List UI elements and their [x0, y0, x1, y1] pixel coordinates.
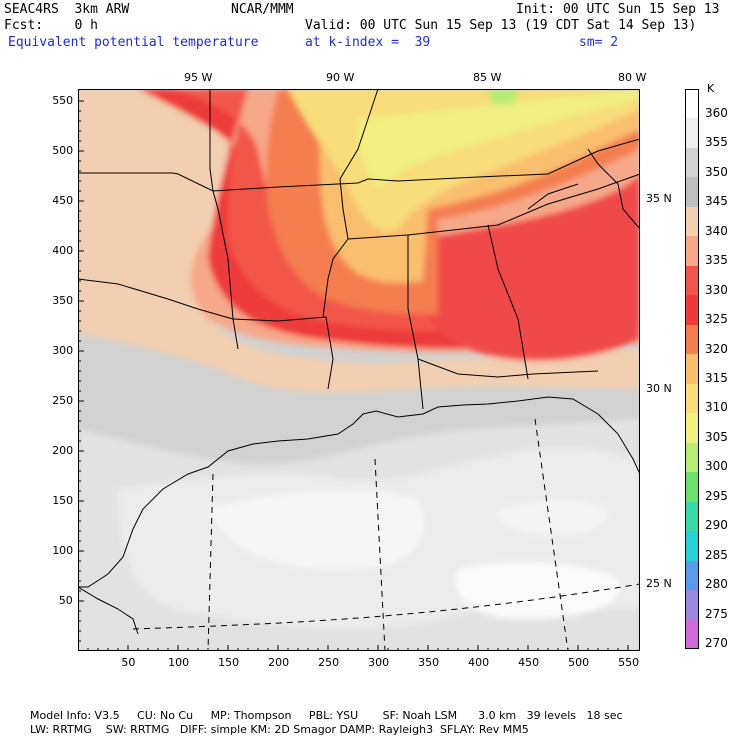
model-title: SEAC4RS 3km ARW [4, 2, 130, 17]
legend-swatch [685, 560, 699, 591]
field-region [357, 89, 640, 189]
y-tick-label: 400 [52, 244, 74, 257]
legend-label: 290 [705, 518, 728, 533]
y-tick-label: 50 [58, 594, 73, 607]
x-tick-label: 150 [218, 656, 240, 669]
field-region [208, 490, 425, 570]
y-tick-label: 500 [52, 144, 74, 157]
longitude-label: 95 W [184, 71, 213, 84]
legend-swatch [685, 206, 699, 237]
legend-label: 275 [705, 606, 728, 621]
y-tick-label: 450 [52, 194, 74, 207]
init-time: Init: 00 UTC Sun 15 Sep 13 [516, 2, 720, 17]
legend-swatch [685, 501, 699, 532]
legend-swatch [685, 236, 699, 266]
x-tick-label: 100 [168, 656, 190, 669]
x-tick-label: 500 [568, 656, 590, 669]
legend-swatch [685, 147, 699, 178]
level-label: at k-index = 39 [305, 35, 431, 50]
latitude-label: 25 N [646, 577, 672, 590]
legend-label: 310 [705, 400, 728, 415]
x-tick-label: 550 [618, 656, 640, 669]
field-region [78, 89, 640, 393]
legend-label: 355 [705, 135, 728, 150]
organization-label: NCAR/MMM [231, 2, 294, 17]
state-boundaries [78, 89, 640, 410]
y-tick-label: 300 [52, 344, 74, 357]
y-tick-label: 200 [52, 444, 74, 457]
legend-label: 330 [705, 282, 728, 297]
coastline [78, 586, 139, 635]
legend-label: 320 [705, 341, 728, 356]
x-tick-label: 350 [418, 656, 440, 669]
legend-swatch [685, 619, 699, 649]
legend-swatch [685, 265, 699, 296]
legend-label: 305 [705, 429, 728, 444]
smoothing-label: sm= 2 [579, 35, 619, 50]
theta-e-map [78, 89, 640, 651]
coastline [78, 396, 640, 588]
field-region [414, 169, 640, 361]
legend-swatch [685, 383, 699, 414]
latitude-label: 30 N [646, 382, 672, 395]
legend-label: 315 [705, 371, 728, 385]
legend-swatch [685, 89, 699, 119]
longitude-label: 80 W [618, 71, 647, 84]
legend-swatch [685, 590, 699, 620]
legend-swatch [685, 295, 699, 325]
y-tick-label: 350 [52, 294, 74, 307]
legend-swatch [685, 413, 699, 443]
graticule [132, 418, 640, 651]
legend-swatch [685, 324, 699, 355]
longitude-label: 85 W [473, 71, 502, 84]
color-legend: K 360 355 350 345 340 335 330 325 320 315 310 305 30… [685, 83, 735, 651]
legend-swatch [685, 442, 699, 473]
legend-swatch [685, 118, 699, 148]
legend-label: 285 [705, 547, 728, 562]
valid-time: Valid: 00 UTC Sun 15 Sep 13 (19 CDT Sat … [305, 18, 697, 33]
x-tick-label: 450 [518, 656, 540, 669]
legend-label: 345 [705, 194, 728, 209]
y-tick-label: 150 [52, 494, 74, 507]
x-tick-label: 50 [121, 656, 136, 669]
field-region [497, 499, 609, 536]
y-tick-label: 550 [52, 94, 74, 107]
legend-label: 350 [705, 164, 728, 179]
legend-label: 280 [705, 577, 728, 592]
forecast-hour: Fcst: 0 h [4, 18, 98, 33]
y-tick-label: 250 [52, 394, 74, 407]
legend-swatch [685, 472, 699, 502]
x-tick-label: 250 [318, 656, 340, 669]
model-info-line1: Model Info: V3.5 CU: No Cu MP: Thompson … [30, 709, 623, 722]
legend-label: 335 [705, 253, 728, 268]
map-frame [78, 89, 640, 651]
legend-swatch [685, 531, 699, 561]
legend-label: 360 [705, 105, 728, 120]
x-tick-label: 400 [468, 656, 490, 669]
legend-label: 325 [705, 312, 728, 327]
longitude-label: 90 W [326, 71, 355, 84]
y-tick-label: 100 [52, 544, 74, 557]
legend-label: 300 [705, 459, 728, 474]
field-region [488, 89, 518, 105]
legend-unit: K [707, 82, 715, 95]
x-tick-label: 300 [368, 656, 390, 669]
model-info-line2: LW: RRTMG SW: RRTMG DIFF: simple KM: 2D … [30, 723, 529, 736]
legend-label: 340 [705, 223, 728, 238]
legend-label: 295 [705, 488, 728, 503]
legend-swatch [685, 354, 699, 384]
field-name: Equivalent potential temperature [8, 35, 259, 50]
legend-swatch [685, 177, 699, 207]
latitude-label: 35 N [646, 192, 672, 205]
legend-label: 270 [705, 636, 728, 651]
x-tick-label: 200 [268, 656, 290, 669]
